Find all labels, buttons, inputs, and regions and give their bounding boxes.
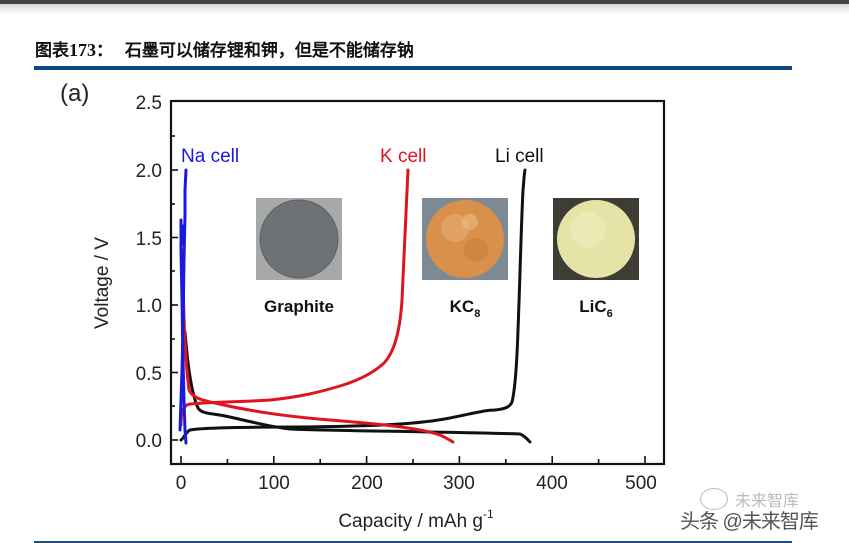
x-tick-label: 200 [351, 473, 383, 494]
x-axis-title-superscript: -1 [483, 507, 494, 521]
y-tick-label: 0.0 [136, 431, 162, 452]
y-tick-label: 2.5 [136, 93, 162, 114]
lic6-photo [553, 198, 639, 280]
kc8-label: KC8 [450, 297, 481, 320]
panel-label: (a) [60, 80, 90, 107]
legend-k-cell: K cell [380, 146, 426, 167]
plot-frame [169, 99, 666, 466]
li-charge-curve [179, 168, 527, 442]
title-separator: ： [96, 41, 113, 61]
watermark-ghost-text: 未来智库 [735, 493, 800, 510]
x-axis-title-text: Capacity / mAh g [338, 511, 483, 532]
window-top-bar [0, 0, 849, 4]
y-tick-label: 0.5 [136, 364, 162, 385]
graphite-label: Graphite [264, 297, 334, 316]
series-li-cell [179, 168, 532, 444]
x-tick-label: 300 [443, 473, 475, 494]
legend-na-cell: Na cell [181, 146, 239, 167]
x-tick-label: 0 [176, 473, 187, 494]
x-axis-title: Capacity / mAh g-1 [338, 507, 494, 532]
na-overlap-block [179, 224, 184, 246]
series-k-cell [179, 168, 455, 444]
watermark-logo-icon [700, 488, 728, 510]
k-charge-curve [179, 168, 410, 427]
k-discharge-curve [181, 248, 455, 444]
bottom-rule [34, 541, 792, 543]
y-tick-label: 2.0 [136, 161, 162, 182]
graphite-photo [256, 198, 342, 280]
kc8-label-text: KC [450, 297, 475, 316]
figure-caption: 石墨可以储存锂和钾，但是不能储存钠 [124, 41, 414, 61]
y-axis-ticks [171, 135, 178, 441]
y-axis-title: Voltage / V [92, 237, 113, 329]
lic6-label-subscript: 6 [607, 308, 613, 320]
na-charge-curve [178, 168, 188, 432]
lic6-label: LiC6 [579, 297, 613, 320]
figure-title: 图表173： 石墨可以储存锂和钾，但是不能储存钠 [35, 36, 414, 61]
watermark-text: 头条 @未来智库 [680, 511, 819, 533]
kc8-label-subscript: 8 [474, 308, 480, 320]
lic6-label-text: LiC [579, 297, 606, 316]
y-tick-label: 1.5 [136, 229, 162, 250]
y-tick-labels: 0.0 0.5 1.0 1.5 2.0 2.5 [136, 93, 162, 452]
kc8-photo [422, 198, 508, 280]
x-tick-label: 100 [258, 473, 290, 494]
x-tick-labels: 0 100 200 300 400 500 [176, 473, 657, 494]
figure-label: 图表 [35, 41, 69, 61]
series-na-cell [178, 168, 188, 445]
x-tick-label: 400 [536, 473, 568, 494]
title-rule [34, 66, 792, 70]
legend-li-cell: Li cell [495, 146, 544, 167]
x-tick-label: 500 [625, 473, 657, 494]
figure-number: 173 [69, 40, 96, 60]
top-shadow [0, 4, 849, 14]
x-axis-ticks [180, 456, 646, 464]
y-tick-label: 1.0 [136, 296, 162, 317]
